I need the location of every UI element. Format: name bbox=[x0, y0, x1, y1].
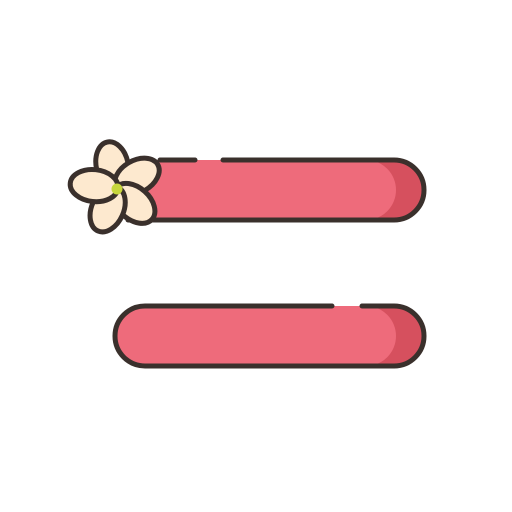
top-pin-body bbox=[128, 160, 424, 220]
bottom-pin-outline-left bbox=[112, 303, 397, 369]
bottom-pin-shade bbox=[366, 306, 424, 366]
top-pin-outline bbox=[125, 157, 427, 223]
bottom-pin-body bbox=[115, 306, 424, 366]
flower-center bbox=[111, 183, 123, 195]
top-pin-shade bbox=[366, 160, 424, 220]
bottom-pin-outline-right bbox=[359, 303, 427, 369]
bottom-pin bbox=[112, 303, 427, 369]
top-pin bbox=[125, 157, 427, 223]
flower bbox=[67, 139, 162, 235]
